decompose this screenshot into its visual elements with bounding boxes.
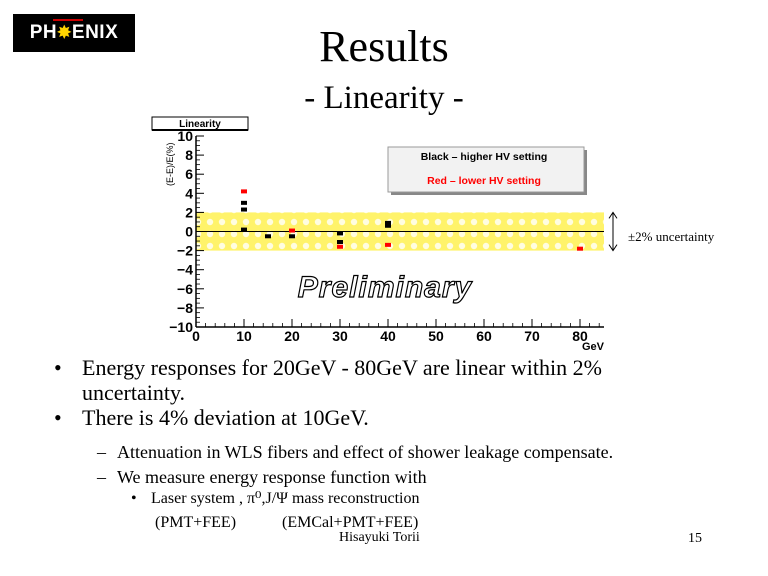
page-number: 15 xyxy=(688,531,702,546)
y-tick-label: −10 xyxy=(169,319,193,335)
bullet-linearity-line2: uncertainty. xyxy=(82,380,186,405)
uncertainty-label: ±2% uncertainty xyxy=(628,229,715,244)
logo-text-left: PH xyxy=(29,22,58,43)
data-point xyxy=(337,240,343,245)
sub-bullet-attenuation: Attenuation in WLS fibers and effect of … xyxy=(97,440,737,465)
y-axis-label: (E-E)/E(%) xyxy=(165,143,175,187)
bullet-linearity-line1: Energy responses for 20GeV - 80GeV are l… xyxy=(82,355,602,380)
pmt-fee-label: (PMT+FEE) xyxy=(155,514,237,531)
sub-sub-bullet: Laser system , π⁰,J/Ψ mass reconstructio… xyxy=(131,489,419,509)
y-tick-label: 2 xyxy=(185,204,193,220)
y-tick-label: −4 xyxy=(177,262,193,278)
sub-bullet-list: Attenuation in WLS fibers and effect of … xyxy=(97,440,737,490)
x-tick-label: 60 xyxy=(476,328,492,344)
data-point xyxy=(241,200,247,205)
logo-star-icon: ✸ xyxy=(57,23,72,42)
data-point xyxy=(241,227,247,232)
y-tick-label: 6 xyxy=(185,166,193,182)
x-tick-label: 30 xyxy=(332,328,348,344)
y-tick-label: 8 xyxy=(185,147,193,163)
data-point xyxy=(385,242,391,247)
phenix-logo: PH ✸ ENIX xyxy=(13,14,135,52)
y-tick-label: 4 xyxy=(185,185,193,201)
logo-arc xyxy=(53,19,83,21)
slide-subtitle: - Linearity - xyxy=(304,80,464,116)
laser-system-line: Laser system , π⁰,J/Ψ mass reconstructio… xyxy=(131,489,419,509)
y-tick-label: −8 xyxy=(177,300,193,316)
data-point xyxy=(289,234,295,239)
x-tick-label: 20 xyxy=(284,328,300,344)
x-tick-label: 40 xyxy=(380,328,396,344)
bullet-list: Energy responses for 20GeV - 80GeV are l… xyxy=(54,355,734,430)
data-point xyxy=(241,189,247,194)
x-tick-label: 10 xyxy=(236,328,252,344)
sub-bullet-measure: We measure energy response function with xyxy=(97,465,737,490)
band-arrow-bottom xyxy=(608,244,618,252)
data-point xyxy=(337,231,343,236)
data-point xyxy=(385,223,391,228)
emcal-pmt-fee-label: (EMCal+PMT+FEE) xyxy=(282,514,419,531)
y-tick-label: 0 xyxy=(185,224,193,240)
x-axis-label: GeV xyxy=(582,341,605,353)
logo-text-right: ENIX xyxy=(71,22,119,43)
band-arrow-top xyxy=(608,211,618,219)
x-tick-label: 0 xyxy=(192,328,200,344)
footer-author: Hisayuki Torii xyxy=(339,530,420,545)
data-point xyxy=(265,234,271,239)
bullet-deviation: There is 4% deviation at 10GeV. xyxy=(54,405,734,430)
x-tick-label: 70 xyxy=(524,328,540,344)
legend-entry: Red – lower HV setting xyxy=(427,175,541,187)
chart-title: Linearity xyxy=(179,119,221,130)
bullet-linearity: Energy responses for 20GeV - 80GeV are l… xyxy=(54,355,734,405)
data-point xyxy=(289,228,295,233)
y-tick-label: 10 xyxy=(177,128,193,144)
x-tick-label: 50 xyxy=(428,328,444,344)
legend-entry: Black – higher HV setting xyxy=(421,151,548,163)
preliminary-watermark: Preliminary xyxy=(298,271,473,304)
slide-title: Results xyxy=(319,22,449,71)
data-point xyxy=(385,220,391,225)
y-tick-label: −2 xyxy=(177,243,193,259)
data-point xyxy=(337,244,343,249)
x-tick-label: 80 xyxy=(572,328,588,344)
legend-box xyxy=(387,146,585,193)
data-point xyxy=(577,246,583,251)
data-point xyxy=(241,207,247,212)
y-tick-label: −6 xyxy=(177,281,193,297)
